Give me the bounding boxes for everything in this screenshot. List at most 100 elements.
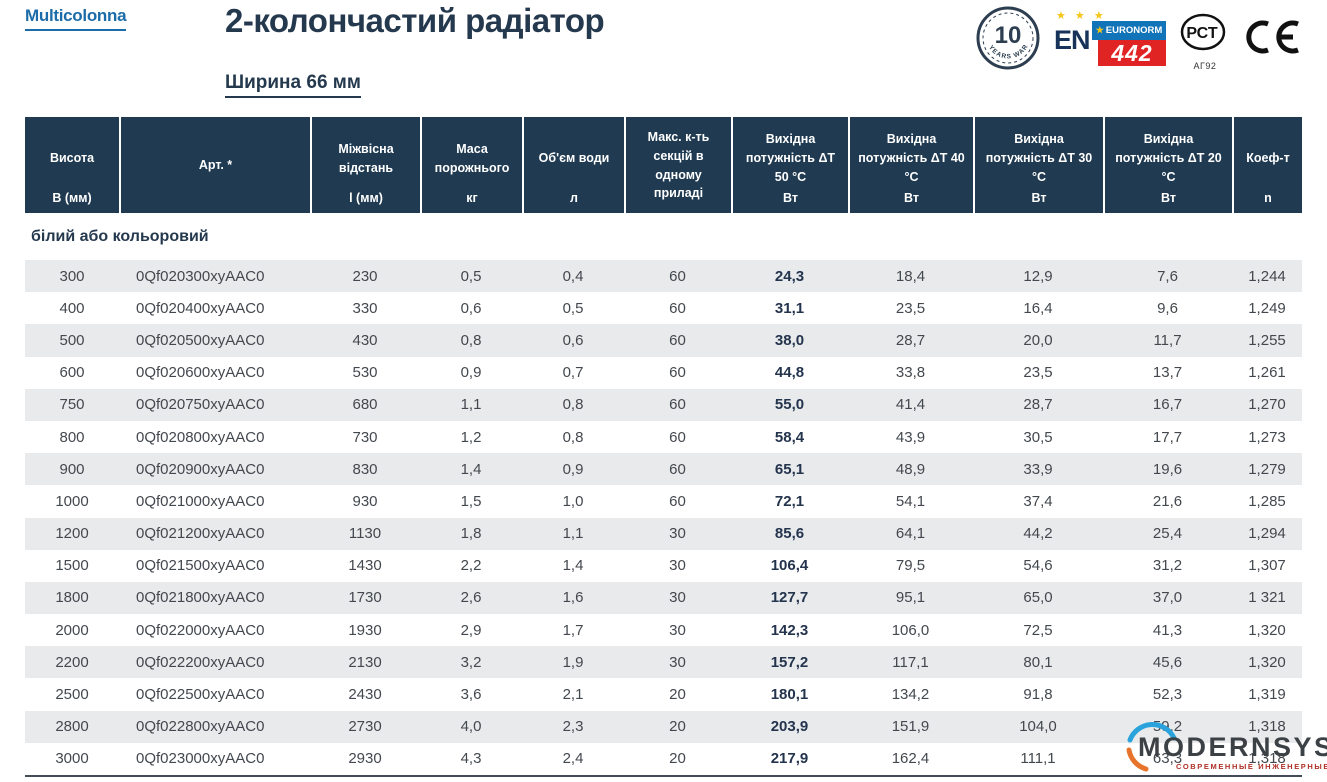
cell-power-dt20: 16,7	[1152, 396, 1183, 414]
cell-empty-mass: 1,2	[460, 428, 482, 446]
gost-circle-icon: РСТ	[1180, 13, 1226, 51]
table-row: 2000 0Qf022000xyAAC0 1930 2,9 1,7 30 142,3 106,…	[25, 614, 1302, 646]
cell-max-sections: 60	[669, 428, 686, 446]
cell-power-dt40: 79,5	[895, 557, 926, 575]
cell-height: 2500	[55, 686, 89, 704]
cell-power-dt40: 64,1	[895, 525, 926, 543]
cell-axle-distance: 1130	[348, 525, 382, 543]
cell-power-dt20: 19,6	[1152, 460, 1183, 478]
cell-power-dt40: 48,9	[895, 460, 926, 478]
cell-height: 2200	[55, 653, 89, 671]
col-header-power-dt30: Вихідна потужність ΔT 30 °C Вт	[973, 117, 1103, 213]
cell-power-dt20: 13,7	[1152, 364, 1183, 382]
cell-article: 0Qf022500xyAAC0	[136, 686, 265, 704]
cell-water-volume: 0,7	[562, 364, 584, 382]
col-header-max-sections: Макс. к-ть секцій в одному приладі	[624, 117, 731, 213]
cell-axle-distance: 680	[352, 396, 378, 414]
cell-coefficient: 1,318	[1248, 750, 1286, 768]
color-section-label: білий або кольоровий	[31, 227, 209, 245]
cell-water-volume: 0,6	[562, 331, 584, 349]
col-header-unit: л	[570, 191, 578, 205]
cell-power-dt40: 134,2	[891, 686, 930, 704]
cell-power-dt30: 91,8	[1023, 686, 1053, 704]
cell-power-dt50: 203,9	[770, 718, 809, 736]
cell-height: 400	[59, 299, 85, 317]
cell-water-volume: 1,6	[562, 589, 584, 607]
cell-empty-mass: 0,6	[460, 299, 482, 317]
cell-coefficient: 1,307	[1248, 557, 1286, 575]
col-header-title: Об'єм води	[538, 151, 610, 166]
cell-power-dt30: 12,9	[1023, 267, 1053, 285]
cell-article: 0Qf020600xyAAC0	[136, 364, 265, 382]
gost-code: АГ92	[1193, 61, 1217, 71]
cell-article: 0Qf021500xyAAC0	[136, 557, 265, 575]
cell-axle-distance: 230	[352, 267, 378, 285]
cell-max-sections: 60	[669, 299, 686, 317]
col-header-unit: В (мм)	[52, 191, 92, 205]
cell-height: 800	[59, 428, 85, 446]
cell-power-dt30: 30,5	[1023, 428, 1053, 446]
cell-power-dt40: 33,8	[895, 364, 926, 382]
cell-water-volume: 0,4	[562, 267, 584, 285]
cell-axle-distance: 1730	[348, 589, 382, 607]
col-header-power-dt40: Вихідна потужність ΔT 40 °C Вт	[848, 117, 973, 213]
cell-height: 1500	[55, 557, 89, 575]
table-row: 1800 0Qf021800xyAAC0 1730 2,6 1,6 30 127,7 95,1…	[25, 581, 1302, 615]
cell-power-dt50: 142,3	[770, 621, 809, 639]
cell-max-sections: 60	[669, 267, 686, 285]
col-header-title: Арт. *	[198, 158, 233, 173]
cell-axle-distance: 930	[352, 492, 378, 510]
cell-empty-mass: 3,6	[460, 686, 482, 704]
cell-axle-distance: 2930	[348, 750, 382, 768]
cell-water-volume: 0,9	[562, 460, 584, 478]
table-row: 2800 0Qf022800xyAAC0 2730 4,0 2,3 20 203,9 151,…	[25, 710, 1302, 743]
col-header-unit: n	[1264, 191, 1272, 205]
cell-empty-mass: 1,4	[460, 460, 482, 478]
cell-axle-distance: 1430	[348, 557, 382, 575]
cell-max-sections: 60	[669, 396, 686, 414]
table-row: 3000 0Qf023000xyAAC0 2930 4,3 2,4 20 217,9 162,…	[25, 743, 1302, 775]
cell-height: 3000	[55, 750, 89, 768]
col-header-coefficient: Коеф-т n	[1232, 117, 1302, 213]
cell-water-volume: 0,5	[562, 299, 584, 317]
euronorm-box: ★ EURONORM	[1092, 21, 1166, 40]
euronorm-label: EURONORM	[1105, 25, 1163, 36]
table-body: 300 0Qf020300xyAAC0 230 0,5 0,4 60 24,3 18,4 12,…	[25, 260, 1302, 775]
watermark-name: MODERNSYS	[1138, 732, 1327, 762]
cell-coefficient: 1,249	[1248, 299, 1286, 317]
col-header-title: Висота	[49, 151, 95, 166]
col-header-title: Маса порожнього	[434, 141, 510, 175]
modernsys-logo-icon	[1126, 722, 1177, 772]
cell-water-volume: 2,1	[562, 686, 584, 704]
cell-max-sections: 20	[669, 750, 686, 768]
cell-power-dt50: 217,9	[770, 750, 809, 768]
col-header-unit: Вт	[1161, 191, 1176, 205]
cell-max-sections: 30	[669, 557, 686, 575]
cell-power-dt40: 162,4	[891, 750, 930, 768]
cell-height: 1000	[55, 492, 89, 510]
cell-power-dt50: 44,8	[774, 364, 805, 382]
cell-water-volume: 1,9	[562, 653, 584, 671]
ce-mark-icon	[1246, 20, 1299, 54]
cell-empty-mass: 0,8	[460, 331, 482, 349]
cell-empty-mass: 3,2	[460, 653, 482, 671]
cell-power-dt40: 54,1	[895, 492, 926, 510]
cell-power-dt50: 31,1	[774, 299, 805, 317]
cell-power-dt20: 41,3	[1152, 621, 1183, 639]
col-header-unit: Вт	[904, 191, 919, 205]
cell-axle-distance: 2130	[348, 653, 382, 671]
cell-coefficient: 1,270	[1248, 396, 1286, 414]
cell-max-sections: 60	[669, 364, 686, 382]
cell-coefficient: 1,261	[1248, 364, 1286, 382]
cell-article: 0Qf021800xyAAC0	[136, 589, 265, 607]
width-subtitle: Ширина 66 мм	[225, 72, 361, 98]
cell-power-dt40: 28,7	[895, 331, 926, 349]
table-row: 500 0Qf020500xyAAC0 430 0,8 0,6 60 38,0 28,7 20,…	[25, 324, 1302, 357]
cell-water-volume: 2,3	[562, 718, 584, 736]
col-header-power-dt50: Вихідна потужність ΔT 50 °C Вт	[731, 117, 848, 213]
cell-max-sections: 30	[669, 589, 686, 607]
col-header-title: Міжвісна відстань	[338, 141, 394, 175]
cell-power-dt20: 25,4	[1152, 525, 1183, 543]
cell-power-dt30: 20,0	[1023, 331, 1053, 349]
cell-coefficient: 1,320	[1248, 621, 1286, 639]
